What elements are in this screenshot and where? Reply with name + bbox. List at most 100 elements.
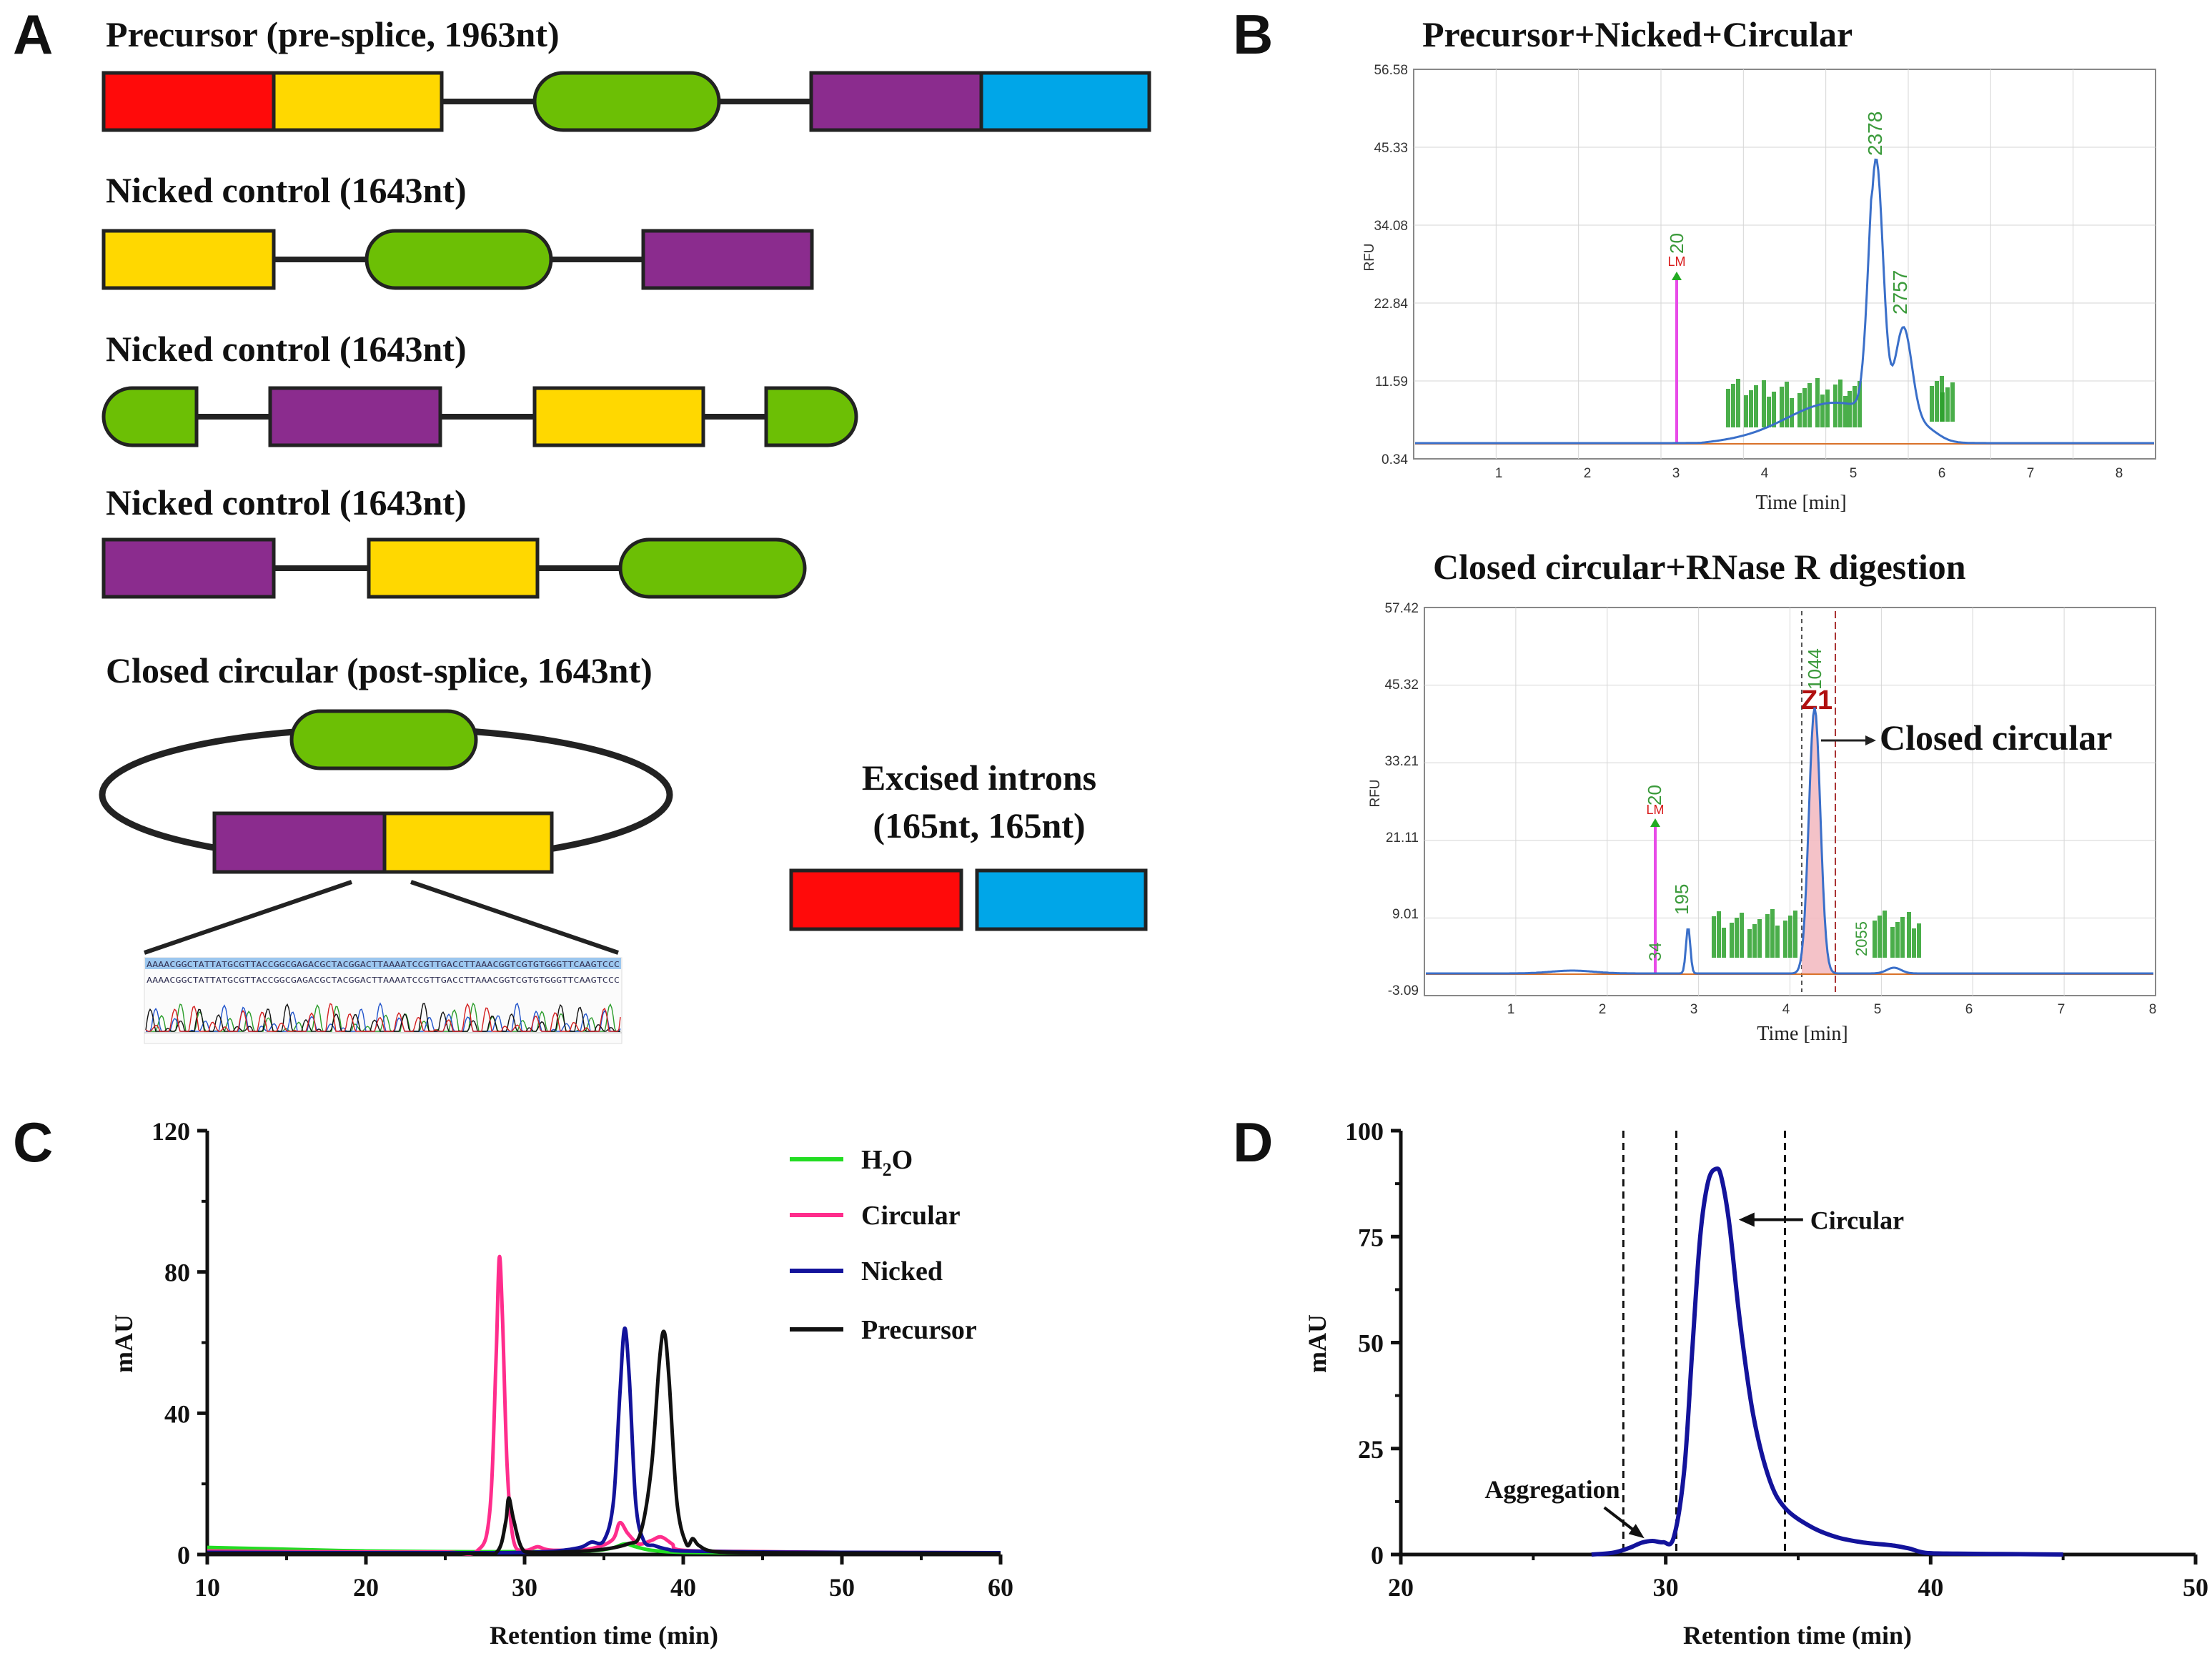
bbot-ylabel: RFU: [1368, 779, 1383, 807]
panel-b-label: B: [1233, 3, 1273, 66]
circular-annotation: Circular: [1810, 1206, 1904, 1235]
x-tick-label: 20: [1388, 1573, 1414, 1602]
chromatogram-channel: [145, 1003, 621, 1032]
nicked-2-green-right: [764, 386, 858, 447]
bbot-z1: Z1: [1801, 685, 1832, 715]
bbot-lm-20: 20: [1644, 785, 1665, 805]
zoom-line-left: [144, 880, 352, 955]
fragment-label-block: [1940, 392, 1945, 422]
bbot-ytick: 57.42: [1384, 601, 1419, 616]
nicked-2-purple: [268, 386, 442, 447]
btop-xtick: 7: [2027, 466, 2035, 481]
nicked-1-yellow: [101, 229, 276, 290]
btop-ytick: 34.08: [1374, 219, 1408, 234]
fragment-label-block: [1730, 923, 1734, 958]
btop-peak-2757: 2757: [1889, 270, 1911, 314]
bbot-peak-195: 195: [1671, 884, 1692, 915]
legend-h2o-tail: O: [892, 1145, 913, 1175]
btop-xtick: 6: [1938, 466, 1946, 481]
y-tick-label: 0: [177, 1541, 190, 1570]
btop-ytick: 11.59: [1375, 375, 1408, 390]
bbot-peak-34: 34: [1646, 942, 1665, 961]
zoom-line-right: [410, 880, 619, 955]
legend-h2o: H2O: [861, 1145, 913, 1180]
btop-ytick: 56.58: [1374, 63, 1408, 78]
precursor-purple-exon: [809, 71, 983, 132]
btop-peak-2378: 2378: [1864, 111, 1886, 156]
bbot-annotation: Closed circular: [1880, 718, 2112, 758]
fragment-label-block: [1712, 916, 1716, 958]
x-tick-label: 50: [2183, 1573, 2208, 1602]
sanger-trace: AAAACGGCTATTATGCGTTACCGGCGAGACGCTACGGACT…: [144, 957, 623, 1044]
panel-a-label: A: [13, 3, 53, 66]
btop-ytick: 22.84: [1374, 297, 1408, 312]
legend-circular: Circular: [861, 1201, 961, 1231]
fragment-label-block: [1853, 386, 1857, 427]
legend-h2o-main: H: [861, 1145, 883, 1175]
d-vlines: [1622, 1131, 1786, 1555]
fragment-label-block: [1802, 388, 1807, 427]
x-tick-label: 30: [512, 1573, 537, 1602]
fragment-label-block: [1912, 928, 1916, 958]
nicked-1-title: Nicked control (1643nt): [106, 170, 467, 210]
y-tick-label: 40: [164, 1399, 190, 1428]
nicked-3-green: [618, 537, 807, 599]
btop-title: Precursor+Nicked+Circular: [1422, 14, 1853, 54]
btop-xtick: 1: [1495, 466, 1503, 481]
fragment-label-block: [1890, 927, 1895, 958]
fragment-label-block: [1744, 395, 1748, 427]
fragment-label-block: [1930, 386, 1934, 422]
bbot-grid: [1424, 608, 2156, 996]
fragment-label-block: [1883, 911, 1887, 958]
legend-h2o-sub: 2: [883, 1159, 892, 1180]
fragment-label-block: [1807, 383, 1812, 427]
nicked-3-yellow: [367, 537, 540, 599]
fragment-label-block: [1820, 395, 1825, 427]
chart-d: 0 25 50 75 100 20 30 40 50 mAU Retention time (…: [1303, 1117, 2208, 1650]
fragment-label-block: [1770, 909, 1775, 958]
fragment-label-block: [1780, 387, 1784, 427]
fragment-label-block: [1917, 923, 1921, 958]
fragment-label-block: [1788, 916, 1792, 958]
x-tick-label: 60: [988, 1573, 1013, 1602]
fragment-label-block: [1775, 926, 1780, 958]
x-tick-label: 40: [1918, 1573, 1943, 1602]
bbot-ytick: 45.32: [1384, 678, 1419, 693]
series-line-circular: [1591, 1166, 2063, 1557]
fragment-label-block: [1848, 391, 1852, 427]
bbot-lm-arrow: [1650, 818, 1660, 827]
d-yticks: 0 25 50 75 100: [1345, 1117, 1401, 1570]
c-yticks: 0 40 80 120: [152, 1117, 207, 1570]
x-tick-label: 30: [1653, 1573, 1679, 1602]
btop-lm-20: 20: [1666, 233, 1687, 254]
btop-yticks: 56.58 45.33 34.08 22.84 11.59 0.34: [1374, 63, 1408, 467]
bbot-xtick: 4: [1782, 1002, 1790, 1017]
bbot-peak-1044: 1044: [1804, 648, 1825, 690]
circle-purple: [212, 811, 387, 874]
fragment-label-block: [1757, 919, 1762, 958]
fragment-label-block: [1833, 385, 1837, 427]
circular-annot-arrowhead: [1738, 1212, 1755, 1227]
fragment-label-block: [1736, 379, 1740, 427]
nicked-3-title: Nicked control (1643nt): [106, 482, 467, 522]
btop-xtick: 8: [2116, 466, 2123, 481]
y-tick-label: 25: [1358, 1435, 1384, 1464]
fragment-label-block: [1754, 385, 1758, 427]
x-tick-label: 50: [829, 1573, 855, 1602]
circle-yellow: [382, 811, 554, 874]
fragment-label-block: [1749, 390, 1753, 427]
chromatogram: [145, 1002, 621, 1032]
fragment-label-block: [1722, 928, 1726, 958]
btop-xtick: 5: [1850, 466, 1858, 481]
closed-circular-title: Closed circular (post-splice, 1643nt): [106, 650, 653, 690]
nicked-2-title: Nicked control (1643nt): [106, 329, 467, 369]
btop-trace: [1415, 158, 2154, 445]
fragment-label-block: [1873, 921, 1877, 958]
fragment-label-block: [1950, 382, 1955, 422]
y-tick-label: 120: [152, 1117, 190, 1146]
btop-xticks: 1 2 3 4 5 6 7 8: [1495, 466, 2123, 481]
bbot-xtick: 6: [1965, 1002, 1973, 1017]
bbot-xtick: 8: [2149, 1002, 2157, 1017]
fragment-label-block: [1726, 389, 1730, 427]
